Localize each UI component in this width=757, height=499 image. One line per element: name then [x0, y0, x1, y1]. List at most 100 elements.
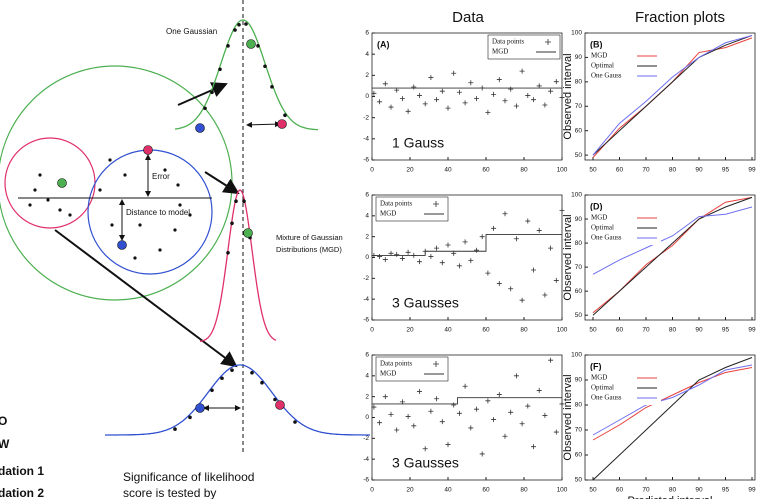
- series-line: [592, 196, 753, 316]
- y-tick-label: 4: [365, 51, 369, 58]
- y-tick-label: 0: [365, 254, 369, 261]
- highlight-dot: [277, 119, 287, 129]
- gaussian-curve: [105, 364, 370, 436]
- x-tick-label: 60: [482, 167, 490, 174]
- sample-dot: [218, 67, 222, 72]
- series-line: [592, 367, 753, 441]
- data-point: [422, 446, 428, 452]
- x-tick-label: 95: [722, 327, 730, 334]
- legend-swatch: [545, 39, 551, 45]
- x-tick-label: 80: [669, 487, 677, 494]
- y-tick-label: -2: [363, 435, 369, 442]
- annotation: 3 Gausses: [392, 455, 459, 471]
- data-point: [371, 90, 377, 96]
- data-point: [479, 451, 485, 457]
- data-point: [531, 267, 536, 273]
- data-point: [474, 406, 479, 412]
- x-tick-label: 70: [642, 327, 650, 334]
- data-point: [531, 444, 536, 450]
- x-tick-label: 70: [642, 487, 650, 494]
- y-tick-label: 80: [575, 240, 583, 247]
- legend-label: One Gauss: [591, 394, 622, 402]
- arrow: [204, 171, 240, 195]
- data-point: [388, 104, 394, 110]
- data-point: [513, 373, 519, 379]
- y-tick-label: -2: [363, 114, 369, 121]
- data-point: [382, 257, 388, 263]
- sample-dot: [68, 213, 72, 217]
- sample-dot: [33, 188, 37, 192]
- x-tick-label: 60: [616, 327, 624, 334]
- legend-swatch: [433, 361, 439, 367]
- panel-label: (F): [590, 361, 602, 371]
- data-point: [553, 277, 559, 283]
- x-tick-label: 20: [406, 167, 414, 174]
- data-point: [496, 281, 502, 287]
- x-tick-label: 80: [520, 167, 528, 174]
- legend-label: Data points: [380, 200, 412, 208]
- sample-dot: [256, 44, 260, 48]
- label: Mixture of Gaussian: [276, 233, 343, 242]
- side-text: dation 2: [0, 486, 44, 499]
- data-point: [456, 263, 462, 269]
- y-tick-label: 80: [575, 79, 583, 86]
- gaussian-curve: [174, 19, 319, 131]
- data-point: [411, 423, 417, 429]
- y-tick-label: 0: [365, 414, 369, 421]
- annotation: 3 Gausses: [392, 295, 459, 311]
- plot-frame: [584, 32, 756, 161]
- highlight-dot: [117, 240, 127, 250]
- sample-dot: [58, 208, 62, 212]
- y-tick-label: 100: [571, 30, 582, 37]
- data-point: [542, 412, 548, 418]
- legend-label: MGD: [380, 370, 396, 378]
- y-tick-label: 80: [575, 402, 583, 409]
- y-tick-label: 6: [365, 352, 369, 359]
- data-point: [445, 105, 451, 111]
- x-tick-label: 99: [748, 167, 756, 174]
- y-tick-label: 4: [365, 213, 369, 220]
- x-tick-label: 40: [444, 327, 452, 334]
- y-tick-label: 2: [365, 72, 369, 79]
- y-tick-label: 0: [365, 93, 369, 100]
- x-tick-label: 100: [557, 487, 568, 494]
- y-tick-label: 6: [365, 30, 369, 37]
- data-point: [417, 388, 422, 394]
- data-point: [519, 421, 525, 427]
- data-point: [377, 253, 383, 259]
- data-point: [405, 108, 411, 114]
- y-tick-label: 70: [575, 103, 583, 110]
- data-point: [536, 387, 542, 393]
- y-tick-label: -6: [363, 477, 369, 484]
- y-tick-label: 90: [575, 377, 583, 384]
- legend-label: One Gauss: [591, 72, 622, 80]
- sample-dot: [226, 251, 230, 255]
- y-tick-label: -4: [363, 296, 369, 303]
- data-point: [474, 96, 479, 102]
- x-tick-label: 20: [406, 327, 414, 334]
- data-point: [542, 102, 548, 108]
- sample-dot: [38, 173, 42, 177]
- data-point: [525, 92, 531, 98]
- annotation: 1 Gauss: [392, 135, 444, 151]
- y-tick-label: 70: [575, 427, 583, 434]
- model-line: [372, 234, 562, 256]
- legend-label: Data points: [492, 38, 524, 46]
- sample-dot: [233, 28, 237, 32]
- sample-dot: [210, 388, 214, 393]
- deviation-arrow: [246, 121, 281, 128]
- arrow: [177, 82, 228, 106]
- data-point: [445, 242, 451, 248]
- panel: 50 60 70 80 90 100 (D) 50 60 70 80 90 95 99 Observed i…: [562, 192, 756, 334]
- y-tick-label: -6: [363, 317, 369, 324]
- x-tick-label: 60: [482, 487, 490, 494]
- data-point: [542, 292, 548, 298]
- sample-dot: [203, 106, 207, 111]
- series-line: [592, 357, 753, 481]
- data-point: [548, 357, 554, 363]
- data-point: [428, 74, 434, 80]
- highlight-dot: [246, 39, 256, 49]
- sample-dot: [242, 199, 246, 204]
- highlight-dot: [195, 403, 205, 413]
- data-point: [468, 258, 474, 264]
